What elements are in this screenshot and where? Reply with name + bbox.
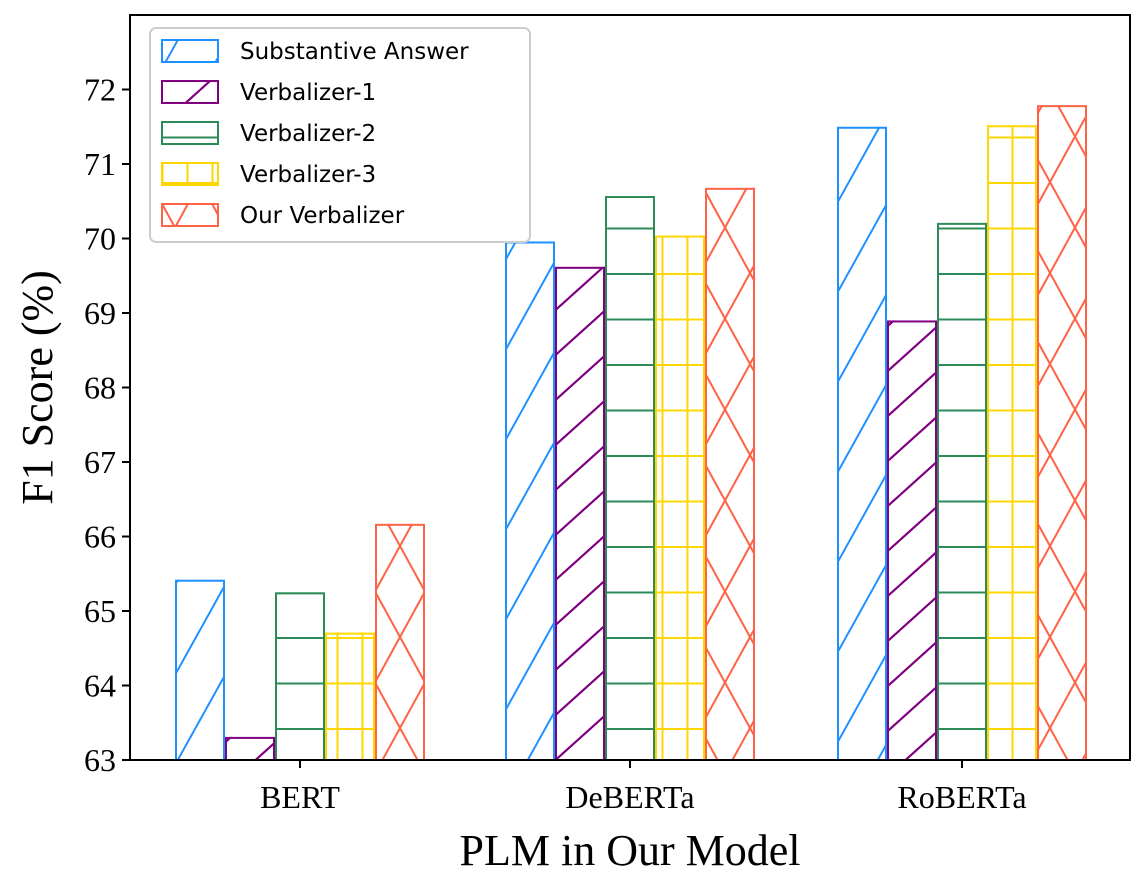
legend-label: Verbalizer-3 bbox=[240, 162, 376, 188]
bar-substantive-answer-bert bbox=[175, 579, 225, 762]
y-tick-label: 64 bbox=[84, 668, 116, 704]
legend-label: Our Verbalizer bbox=[240, 203, 405, 229]
legend-item: Verbalizer-1 bbox=[161, 80, 376, 106]
legend-swatch bbox=[161, 121, 219, 145]
y-tick-label: 63 bbox=[84, 742, 116, 778]
legend-label: Verbalizer-2 bbox=[240, 121, 376, 147]
bar-verbalizer-2-roberta bbox=[937, 222, 987, 762]
legend-item: Verbalizer-3 bbox=[161, 162, 376, 188]
bar-verbalizer-1-deberta bbox=[555, 266, 605, 761]
bar-our-verbalizer-bert bbox=[375, 523, 425, 762]
y-tick-label: 69 bbox=[84, 295, 116, 331]
legend-frame bbox=[149, 27, 531, 243]
bar-verbalizer-1-bert bbox=[225, 736, 275, 762]
legend-label: Substantive Answer bbox=[240, 39, 469, 65]
bar-verbalizer-2-deberta bbox=[605, 196, 655, 762]
bar-substantive-answer-deberta bbox=[505, 241, 555, 762]
legend-swatch bbox=[161, 203, 219, 227]
y-tick-label: 72 bbox=[84, 72, 116, 108]
legend-swatch bbox=[161, 162, 219, 186]
y-tick-label: 67 bbox=[84, 444, 116, 480]
y-tick-label: 71 bbox=[84, 146, 116, 182]
legend-swatch bbox=[161, 39, 219, 63]
y-tick-label: 68 bbox=[84, 370, 116, 406]
legend: Substantive Answer Verbalizer-1 Verbalizer… bbox=[149, 27, 531, 243]
legend-label: Verbalizer-1 bbox=[240, 80, 376, 106]
x-tick-label: DeBERTa bbox=[565, 779, 694, 815]
x-tick-label: BERT bbox=[260, 779, 340, 815]
legend-swatch bbox=[161, 80, 219, 104]
bars bbox=[175, 105, 1087, 762]
bar-verbalizer-3-bert bbox=[325, 632, 375, 761]
y-tick-label: 70 bbox=[84, 221, 116, 257]
x-axis-title: PLM in Our Model bbox=[460, 826, 801, 875]
y-axis-title: F1 Score (%) bbox=[13, 270, 62, 505]
bar-verbalizer-3-roberta bbox=[987, 125, 1037, 761]
bar-substantive-answer-roberta bbox=[837, 126, 887, 761]
legend-item: Substantive Answer bbox=[161, 39, 469, 65]
bar-our-verbalizer-deberta bbox=[705, 187, 755, 761]
bar-our-verbalizer-roberta bbox=[1037, 105, 1087, 761]
bar-verbalizer-2-bert bbox=[275, 592, 325, 761]
bar-verbalizer-3-deberta bbox=[655, 235, 705, 761]
bar-verbalizer-1-roberta bbox=[887, 320, 937, 761]
x-tick-label: RoBERTa bbox=[897, 779, 1026, 815]
legend-item: Verbalizer-2 bbox=[161, 121, 376, 147]
y-tick-label: 65 bbox=[84, 593, 116, 629]
legend-item: Our Verbalizer bbox=[161, 203, 405, 229]
y-tick-label: 66 bbox=[84, 519, 116, 555]
axes: 63 64 65 66 67 68 69 70 71 72 BERT DeBERTa RoBERTa bbox=[84, 72, 1027, 816]
